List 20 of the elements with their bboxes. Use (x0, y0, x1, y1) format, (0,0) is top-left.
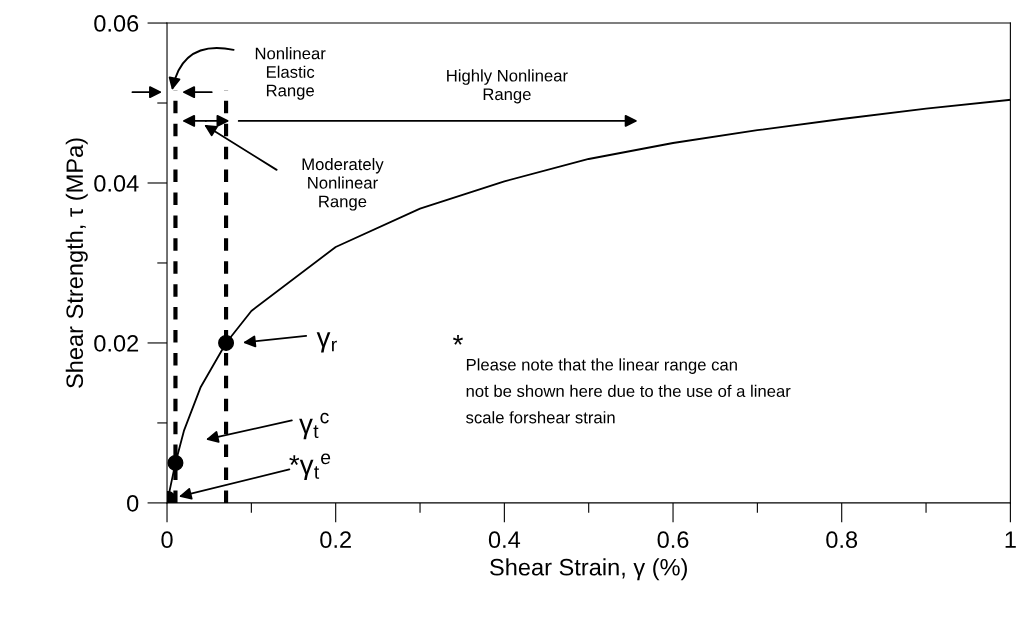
y-tick-label: 0 (127, 494, 139, 512)
y-tick-label: 0.06 (94, 15, 139, 32)
x-tick-label: 0 (161, 531, 173, 549)
y-axis-title: Shear Strength, τ (MPa) (65, 138, 88, 388)
annotation: γ$_{r}$ (316, 332, 337, 353)
y-tick-label: 0.04 (94, 175, 139, 192)
annotation: Nonlinear Elastic Range (255, 47, 326, 100)
y-tick-label: 0.02 (94, 335, 139, 352)
x-tick-label: 0.6 (657, 531, 689, 549)
annotation: * (453, 335, 463, 345)
annotation: *γ$_{t}$$^{e}$ (289, 453, 331, 481)
annotation: Moderately Nonlinear Range (302, 157, 384, 211)
x-axis-title: Shear Strain, γ (%) (490, 558, 687, 581)
x-tick-label: 1 (1005, 531, 1016, 548)
x-tick-label: 0.2 (320, 531, 351, 549)
annotation: Highly Nonlinear Range (447, 69, 568, 104)
annotation: γ$_{t}$$^{c}$ (299, 412, 329, 440)
annotation: Please note that the linear range can not be shown here due to the use of a linear scale forshear strain (466, 358, 791, 424)
x-tick-label: 0.8 (826, 531, 858, 549)
x-tick-label: 0.4 (488, 531, 521, 549)
